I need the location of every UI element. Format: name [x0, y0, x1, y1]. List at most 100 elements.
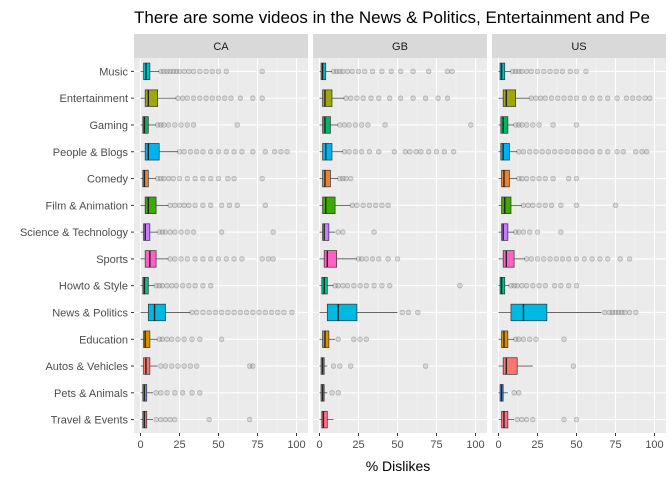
outlier-point	[415, 309, 421, 316]
box-us-science-and-technology	[498, 223, 564, 241]
outlier-point	[391, 149, 398, 155]
x-tick-label: 25	[352, 439, 364, 451]
outlier-point	[576, 149, 583, 155]
outlier-point	[208, 202, 214, 209]
outlier-point	[366, 149, 373, 155]
box-iqr	[143, 330, 151, 348]
outlier-point	[178, 229, 184, 235]
outlier-point	[457, 282, 463, 289]
outlier-point	[573, 68, 580, 75]
outlier-point	[162, 229, 169, 235]
outlier-point	[354, 202, 360, 209]
outlier-point	[541, 256, 547, 262]
y-tick-label-gaming: Gaming	[89, 120, 128, 132]
x-tick-label: 25	[531, 439, 543, 451]
outlier-point	[335, 390, 341, 396]
outlier-point	[558, 149, 564, 155]
outlier-point	[612, 202, 619, 209]
outlier-point	[346, 149, 352, 155]
outlier-point	[259, 175, 265, 182]
outlier-point	[184, 229, 191, 235]
box-iqr	[144, 196, 157, 214]
outlier-point	[259, 256, 265, 262]
outlier-point	[161, 68, 167, 75]
box-ca-music	[140, 62, 265, 81]
box-iqr	[322, 330, 330, 348]
outlier-point	[159, 229, 166, 235]
outlier-point	[209, 68, 215, 75]
outlier-point	[516, 390, 522, 396]
outlier-point	[363, 256, 369, 262]
outlier-point	[346, 122, 352, 128]
outlier-point	[617, 256, 623, 262]
box-gb-news-and-politics	[319, 303, 421, 322]
outlier-point	[536, 122, 542, 128]
outlier-point	[542, 202, 548, 209]
outlier-point	[537, 95, 544, 101]
box-iqr	[322, 89, 333, 107]
outlier-point	[366, 202, 373, 209]
outlier-point	[175, 363, 181, 369]
outlier-point	[206, 416, 212, 423]
outlier-point	[410, 95, 416, 101]
outlier-point	[516, 68, 522, 75]
outlier-point	[190, 95, 197, 101]
outlier-point	[262, 202, 268, 209]
outlier-point	[604, 256, 611, 262]
outlier-point	[363, 336, 369, 342]
outlier-point	[348, 363, 354, 369]
box-gb-film-and-animation	[319, 196, 391, 214]
outlier-point	[170, 68, 176, 75]
box-iqr	[501, 330, 509, 348]
outlier-point	[218, 229, 225, 235]
box-gb-autos-and-vehicles	[319, 357, 429, 375]
outlier-point	[158, 416, 164, 423]
outlier-point	[623, 95, 630, 101]
outlier-point	[270, 256, 276, 262]
outlier-point	[528, 68, 534, 75]
outlier-point	[642, 95, 648, 101]
outlier-point	[259, 95, 265, 101]
outlier-point	[379, 202, 385, 209]
x-tick-label: 75	[430, 439, 442, 451]
outlier-point	[351, 282, 357, 289]
box-iqr	[143, 357, 151, 375]
x-tick-label: 75	[251, 439, 263, 451]
outlier-point	[190, 122, 197, 128]
outlier-point	[262, 309, 268, 316]
outlier-point	[542, 282, 548, 289]
outlier-point	[643, 149, 650, 155]
outlier-point	[344, 282, 351, 289]
x-tick-label: 0	[316, 439, 322, 451]
outlier-point	[169, 282, 175, 289]
outlier-point	[601, 309, 608, 316]
outlier-point	[278, 149, 284, 155]
y-tick-label-science-and-technology: Science & Technology	[20, 227, 129, 239]
outlier-point	[449, 68, 455, 75]
outlier-point	[153, 390, 159, 396]
outlier-point	[218, 202, 225, 209]
outlier-point	[181, 68, 187, 75]
outlier-point	[223, 68, 230, 75]
outlier-point	[597, 95, 603, 101]
outlier-point	[547, 68, 553, 75]
outlier-point	[170, 175, 176, 182]
box-ca-news-and-politics	[140, 303, 295, 322]
outlier-point	[352, 122, 359, 128]
outlier-point	[444, 68, 451, 75]
outlier-point	[629, 95, 636, 101]
outlier-point	[550, 175, 556, 182]
outlier-point	[231, 175, 237, 182]
box-us-entertainment	[498, 89, 653, 107]
outlier-point	[385, 202, 391, 209]
outlier-point	[559, 256, 566, 262]
outlier-point	[573, 122, 580, 128]
box-iqr	[501, 223, 509, 241]
outlier-point	[172, 202, 178, 209]
box-us-autos-and-vehicles	[498, 357, 577, 375]
outlier-point	[558, 282, 564, 289]
box-ca-autos-and-vehicles	[140, 357, 256, 375]
outlier-point	[349, 68, 355, 75]
box-gb-comedy	[319, 169, 354, 188]
outlier-point	[164, 336, 170, 342]
